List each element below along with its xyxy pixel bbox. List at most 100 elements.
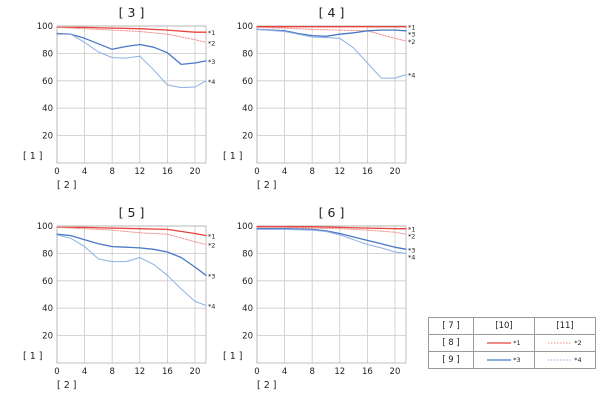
series-line-red-dotted bbox=[256, 226, 407, 235]
series-end-label: *2 bbox=[208, 241, 215, 249]
x-tick-label: 0 bbox=[54, 367, 59, 377]
series-line-red-solid bbox=[56, 26, 207, 33]
y-tick-label: 60 bbox=[42, 277, 53, 287]
x-axis-label: [ 2 ] bbox=[257, 380, 277, 391]
series-line-blue-dotted bbox=[56, 33, 207, 89]
x-tick-label: 4 bbox=[282, 367, 287, 377]
x-tick-label: 12 bbox=[334, 367, 345, 377]
y-tick-label: 100 bbox=[237, 22, 253, 32]
series-end-label: *3 bbox=[408, 31, 415, 39]
y-tick-label: 20 bbox=[242, 332, 253, 342]
legend-series-mark: *2 bbox=[574, 338, 582, 347]
legend-header-solid: [10] bbox=[473, 317, 535, 335]
legend-row-blue: [ 9 ] *3 *4 bbox=[428, 351, 596, 369]
x-axis-label: [ 2 ] bbox=[57, 180, 77, 191]
series-end-label: *1 bbox=[408, 226, 415, 234]
y-tick-label: 20 bbox=[242, 132, 253, 142]
series-end-label: *4 bbox=[208, 78, 215, 86]
x-tick-label: 20 bbox=[190, 167, 201, 177]
y-axis-label: [ 1 ] bbox=[223, 151, 243, 162]
x-axis-label: [ 2 ] bbox=[257, 180, 277, 191]
series-line-blue-dotted bbox=[256, 28, 407, 79]
series-end-label: *3 bbox=[208, 58, 215, 66]
plot-frame bbox=[56, 225, 207, 364]
y-tick-label: 40 bbox=[242, 104, 253, 114]
x-tick-label: 16 bbox=[162, 167, 173, 177]
y-tick-label: 80 bbox=[42, 249, 53, 259]
legend-row-label: [ 9 ] bbox=[428, 351, 474, 369]
plot-title: [ 6 ] bbox=[319, 205, 345, 220]
plot-title: [ 3 ] bbox=[119, 5, 145, 20]
blue-solid-swatch bbox=[487, 358, 512, 361]
y-axis-label: [ 1 ] bbox=[23, 351, 43, 362]
plot-frame bbox=[56, 25, 207, 164]
y-tick-label: 100 bbox=[37, 222, 53, 232]
x-tick-label: 0 bbox=[54, 167, 59, 177]
y-tick-label: 80 bbox=[242, 49, 253, 59]
y-tick-label: 20 bbox=[42, 332, 53, 342]
series-line-red-dotted bbox=[56, 26, 207, 43]
series-line-blue-solid bbox=[256, 28, 407, 37]
y-tick-label: 100 bbox=[237, 222, 253, 232]
x-tick-label: 12 bbox=[134, 367, 145, 377]
x-tick-label: 16 bbox=[162, 367, 173, 377]
series-end-label: *2 bbox=[408, 38, 415, 46]
series-end-label: *4 bbox=[208, 302, 215, 310]
series-end-label: *2 bbox=[208, 39, 215, 47]
x-tick-label: 0 bbox=[254, 367, 259, 377]
blue-dotted-swatch bbox=[548, 359, 573, 360]
y-axis-label: [ 1 ] bbox=[23, 151, 43, 162]
x-tick-label: 4 bbox=[82, 367, 87, 377]
plot-frame bbox=[256, 225, 407, 364]
y-axis-label: [ 1 ] bbox=[223, 351, 243, 362]
x-tick-label: 8 bbox=[109, 167, 114, 177]
series-line-red-solid bbox=[256, 226, 407, 230]
series-line-blue-solid bbox=[56, 233, 207, 276]
x-tick-label: 4 bbox=[82, 167, 87, 177]
series-line-red-dotted bbox=[256, 26, 407, 42]
x-tick-label: 0 bbox=[254, 167, 259, 177]
series-end-label: *1 bbox=[208, 29, 215, 37]
x-tick-label: 16 bbox=[362, 167, 373, 177]
series-end-label: *1 bbox=[208, 233, 215, 241]
x-tick-label: 20 bbox=[390, 167, 401, 177]
x-tick-label: 12 bbox=[134, 167, 145, 177]
plot-title: [ 5 ] bbox=[119, 205, 145, 220]
series-end-label: *2 bbox=[408, 233, 415, 241]
plot-panel-1: [ 3 ] 20 40 60 80 100 0 4 8 12 16 20 [ 1 ] [ 2 ] *1 *2 *… bbox=[23, 5, 215, 191]
legend-series-mark: *1 bbox=[513, 338, 521, 347]
legend-blue-solid-cell: *3 bbox=[473, 351, 535, 369]
series-line-blue-solid bbox=[56, 32, 207, 66]
y-tick-label: 60 bbox=[242, 277, 253, 287]
y-tick-label: 60 bbox=[242, 77, 253, 87]
plot-frame bbox=[256, 25, 407, 164]
legend-header-dotted: [11] bbox=[534, 317, 596, 335]
plot-panel-3: [ 5 ] 20 40 60 80 100 0 4 8 12 16 20 [ 1 ] [ 2 ] *1*2 *… bbox=[23, 205, 215, 391]
legend-red-dotted-cell: *2 bbox=[534, 334, 596, 352]
x-tick-label: 8 bbox=[309, 367, 314, 377]
x-axis-label: [ 2 ] bbox=[57, 380, 77, 391]
legend-header-corner: [ 7 ] bbox=[428, 317, 474, 335]
legend-series-mark: *4 bbox=[574, 355, 582, 364]
red-dotted-swatch bbox=[548, 342, 573, 343]
legend-table: [ 7 ] [10] [11] [ 8 ] *1 *2 [ 9 ] *3 *4 bbox=[428, 317, 596, 369]
y-tick-label: 80 bbox=[42, 49, 53, 59]
y-tick-label: 80 bbox=[242, 249, 253, 259]
series-end-label: *1 bbox=[408, 24, 415, 32]
x-tick-label: 4 bbox=[282, 167, 287, 177]
y-tick-label: 60 bbox=[42, 77, 53, 87]
y-tick-label: 100 bbox=[37, 22, 53, 32]
series-end-label: *4 bbox=[408, 72, 415, 80]
legend-red-solid-cell: *1 bbox=[473, 334, 535, 352]
legend-blue-dotted-cell: *4 bbox=[534, 351, 596, 369]
x-tick-label: 20 bbox=[190, 367, 201, 377]
series-end-label: *4 bbox=[408, 253, 415, 261]
series-end-label: *3 bbox=[408, 246, 415, 254]
x-tick-label: 20 bbox=[390, 367, 401, 377]
series-end-label: *3 bbox=[208, 272, 215, 280]
x-tick-label: 8 bbox=[109, 367, 114, 377]
series-line-blue-dotted bbox=[256, 228, 407, 254]
x-tick-label: 12 bbox=[334, 167, 345, 177]
